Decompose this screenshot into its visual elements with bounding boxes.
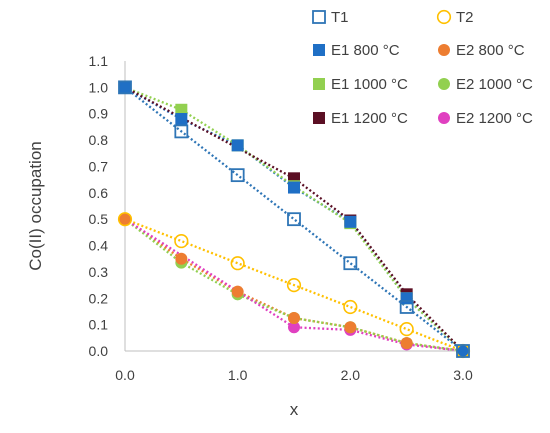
legend-marker	[438, 112, 450, 124]
legend-marker	[313, 44, 325, 56]
legend-label: E1 1000 °C	[331, 76, 408, 93]
legend-item-t1: T1	[312, 9, 349, 26]
data-point	[175, 252, 188, 265]
data-point	[174, 124, 189, 139]
data-point	[230, 256, 245, 271]
legend: T1 T2 E1 800 °C E2 800 °C E1 1000 °C E2 1000 …	[312, 9, 533, 127]
x-tick-label: 0.0	[115, 367, 135, 383]
data-point	[287, 212, 301, 227]
series-line-t1	[124, 86, 464, 352]
data-point	[399, 322, 414, 337]
x-tick-label: 2.0	[341, 367, 361, 383]
legend-item-e1-800-c: E1 800 °C	[313, 42, 400, 59]
legend-label: E1 800 °C	[331, 42, 400, 59]
y-tick-label: 0.0	[89, 343, 109, 359]
y-tick-label: 0.2	[89, 290, 109, 306]
legend-label: T1	[331, 9, 349, 26]
legend-marker	[438, 78, 450, 90]
tick-labels: 0.0 1.0 2.0 3.0 0.0 0.1 0.2 0.3 0.4 0.5 0.6 0.7 0.8 0…	[89, 53, 473, 383]
data-point	[399, 300, 414, 314]
y-axis-title: Co(II) occupation	[26, 141, 45, 270]
data-point	[119, 81, 131, 94]
y-tick-label: 0.9	[89, 106, 109, 122]
legend-marker	[438, 44, 450, 56]
legend-label: E2 800 °C	[456, 42, 525, 59]
legend-item-e1-1200-c: E1 1200 °C	[313, 110, 408, 127]
legend-label: E1 1200 °C	[331, 110, 408, 127]
legend-marker	[312, 10, 326, 24]
legend-item-t2: T2	[436, 9, 474, 26]
x-tick-label: 1.0	[228, 367, 248, 383]
legend-label: T2	[456, 9, 474, 26]
data-point	[288, 312, 300, 325]
data-point	[231, 139, 244, 152]
data-point	[174, 233, 189, 249]
y-tick-label: 0.8	[89, 132, 109, 148]
axes	[124, 61, 463, 352]
data-point	[343, 256, 358, 271]
legend-item-e2-800-c: E2 800 °C	[438, 42, 525, 59]
data-point	[343, 299, 358, 315]
legend-marker	[313, 112, 325, 124]
y-tick-label: 0.4	[89, 238, 109, 254]
data-point	[175, 103, 188, 116]
data-point	[400, 292, 413, 305]
data-point	[288, 321, 300, 334]
legend-label: E2 1000 °C	[456, 76, 533, 93]
data-point	[119, 213, 131, 226]
legend-item-e2-1200-c: E2 1200 °C	[438, 110, 533, 127]
x-tick-label: 3.0	[453, 367, 473, 383]
y-tick-label: 1.0	[89, 79, 109, 95]
data-point	[175, 113, 188, 125]
x-axis-title: x	[290, 400, 299, 419]
data-point	[344, 215, 357, 228]
legend-label: E2 1200 °C	[456, 110, 533, 127]
data-point	[344, 321, 357, 334]
data-point	[288, 181, 300, 194]
data-point	[117, 212, 133, 227]
series-e1-800-c	[119, 81, 469, 357]
data-point	[457, 345, 469, 357]
y-tick-label: 1.1	[89, 53, 109, 69]
data-point	[286, 277, 302, 293]
series-markers	[117, 80, 471, 359]
data-point	[230, 168, 245, 183]
data-point	[231, 285, 244, 298]
y-tick-label: 0.7	[89, 158, 109, 174]
series-t1	[118, 80, 470, 358]
legend-marker	[313, 78, 325, 90]
legend-item-e2-1000-c: E2 1000 °C	[438, 76, 533, 93]
y-tick-label: 0.6	[89, 185, 109, 201]
y-tick-label: 0.1	[89, 317, 109, 333]
y-tick-label: 0.5	[89, 211, 109, 227]
legend-item-e1-1000-c: E1 1000 °C	[313, 76, 408, 93]
data-point	[456, 344, 470, 358]
series-line-t2	[124, 218, 464, 353]
data-point	[400, 337, 413, 350]
data-point	[118, 80, 132, 95]
y-tick-label: 0.3	[89, 264, 109, 280]
legend-marker	[436, 9, 452, 25]
